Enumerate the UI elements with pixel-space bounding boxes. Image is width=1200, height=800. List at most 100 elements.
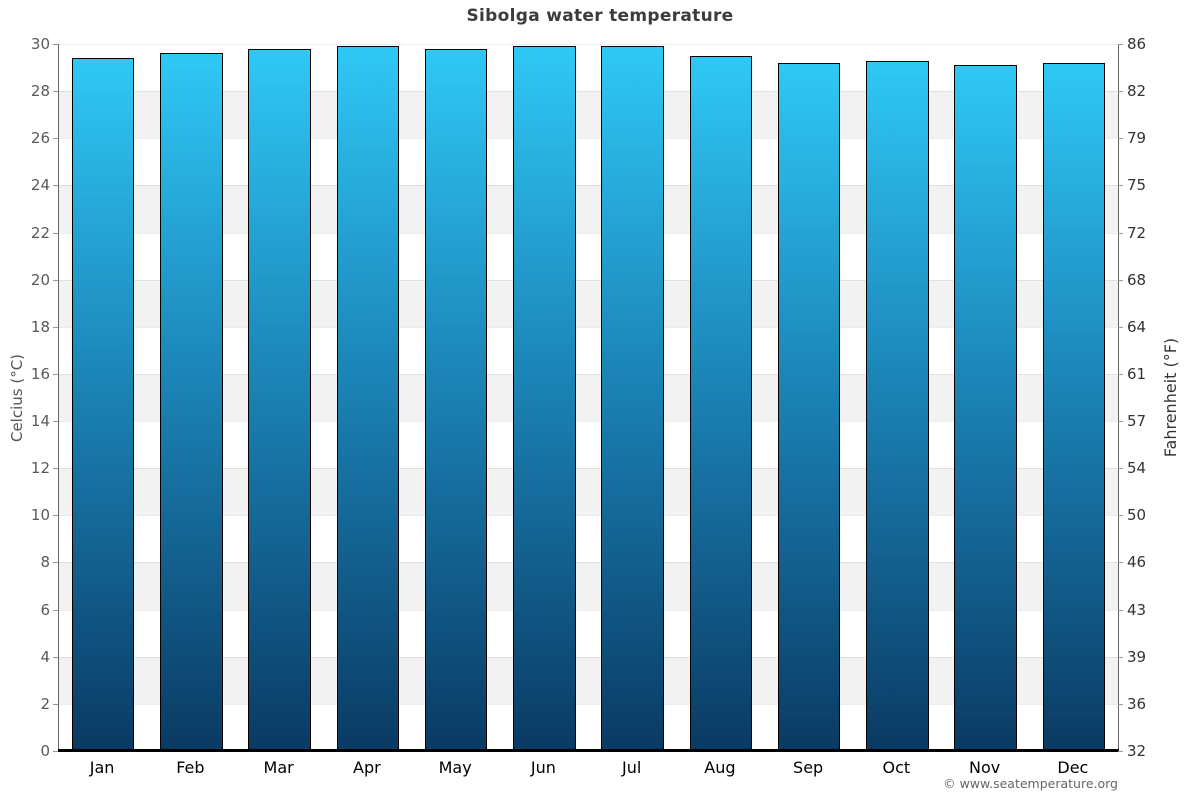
x-axis-month-labels: Jan Feb Mar Apr May Jun Jul Aug Sep Oct Nov Dec xyxy=(58,758,1117,777)
tick-mark xyxy=(1118,468,1123,470)
bar-slot-dec xyxy=(1030,44,1118,751)
background-band xyxy=(59,468,1118,516)
tick-mark xyxy=(53,326,58,328)
tick-mark xyxy=(53,515,58,517)
month-label-oct: Oct xyxy=(882,758,911,777)
gridline xyxy=(59,91,1118,93)
tick-mark xyxy=(1118,326,1123,328)
tick-mark xyxy=(53,373,58,375)
ytick-left-8: 8 xyxy=(40,553,50,572)
month-label-aug: Aug xyxy=(704,758,736,777)
tick-mark xyxy=(1118,751,1123,752)
month-label-dec: Dec xyxy=(1057,758,1089,777)
ytick-left-16: 16 xyxy=(30,364,50,383)
gridline xyxy=(59,373,1118,375)
bar-slot-sep xyxy=(765,44,853,751)
background-band xyxy=(59,279,1118,327)
tick-mark xyxy=(1118,421,1123,423)
background-band xyxy=(59,562,1118,610)
bar-mar xyxy=(248,48,311,751)
tick-mark xyxy=(1118,279,1123,281)
gridline xyxy=(59,562,1118,564)
plot-area xyxy=(58,44,1119,752)
ytick-left-26: 26 xyxy=(30,129,50,148)
bar-oct xyxy=(866,60,929,751)
tick-mark xyxy=(1118,373,1123,375)
ytick-right-39: 39 xyxy=(1127,647,1147,666)
gridline xyxy=(59,185,1118,187)
ytick-left-24: 24 xyxy=(30,176,50,195)
background-band xyxy=(59,232,1118,280)
ytick-right-36: 36 xyxy=(1127,694,1147,713)
ytick-left-12: 12 xyxy=(30,459,50,478)
gridline xyxy=(59,609,1118,611)
tick-mark xyxy=(53,138,58,140)
background-band xyxy=(59,515,1118,563)
ytick-left-6: 6 xyxy=(40,600,50,619)
gridline xyxy=(59,703,1118,705)
chart-title: Sibolga water temperature xyxy=(466,6,734,26)
month-label-feb: Feb xyxy=(176,758,205,777)
ytick-right-43: 43 xyxy=(1127,600,1147,619)
ytick-right-79: 79 xyxy=(1127,129,1147,148)
gridline xyxy=(59,138,1118,140)
ytick-right-82: 82 xyxy=(1127,82,1147,101)
gridline xyxy=(59,421,1118,423)
copyright-text: © www.seatemperature.org xyxy=(943,776,1118,791)
bars-row xyxy=(59,44,1118,751)
bar-dec xyxy=(1042,62,1106,751)
background-band xyxy=(59,44,1118,92)
gridline xyxy=(59,515,1118,517)
ytick-right-61: 61 xyxy=(1127,364,1147,383)
gridline xyxy=(59,232,1118,234)
month-label-sep: Sep xyxy=(793,758,824,777)
bar-slot-aug xyxy=(677,44,765,751)
background-band xyxy=(59,609,1118,657)
bar-slot-jul xyxy=(589,44,677,751)
tick-mark xyxy=(53,468,58,470)
gridline xyxy=(59,279,1118,281)
tick-mark xyxy=(53,562,58,564)
ytick-left-4: 4 xyxy=(40,647,50,666)
background-band xyxy=(59,326,1118,374)
month-label-apr: Apr xyxy=(353,758,381,777)
bar-may xyxy=(424,48,488,751)
ytick-left-18: 18 xyxy=(30,317,50,336)
bar-jun xyxy=(513,46,576,751)
bar-feb xyxy=(160,53,223,751)
bar-slot-jun xyxy=(500,44,588,751)
tick-mark xyxy=(1118,656,1123,658)
month-label-mar: Mar xyxy=(263,758,294,777)
ytick-left-30: 30 xyxy=(30,35,50,53)
bar-slot-feb xyxy=(147,44,235,751)
bar-apr xyxy=(336,46,400,751)
ytick-right-72: 72 xyxy=(1127,223,1147,242)
tick-mark xyxy=(1118,609,1123,611)
tick-mark xyxy=(53,279,58,281)
bar-aug xyxy=(689,55,753,751)
gridline xyxy=(59,656,1118,658)
tick-mark xyxy=(1118,562,1123,564)
ytick-left-28: 28 xyxy=(30,82,50,101)
bar-slot-oct xyxy=(853,44,941,751)
tick-mark xyxy=(53,421,58,423)
ytick-right-57: 57 xyxy=(1127,412,1147,431)
y-axis-right-title: Fahrenheit (°F) xyxy=(1160,44,1182,751)
tick-mark xyxy=(53,656,58,658)
month-label-jan: Jan xyxy=(89,758,115,777)
tick-mark xyxy=(53,751,58,752)
bar-slot-jan xyxy=(59,44,147,751)
bar-slot-mar xyxy=(236,44,324,751)
month-label-jul: Jul xyxy=(621,758,642,777)
bar-nov xyxy=(954,65,1017,751)
ytick-right-32: 32 xyxy=(1127,742,1147,760)
tick-mark xyxy=(1118,515,1123,517)
bar-jan xyxy=(71,58,135,751)
ytick-left-14: 14 xyxy=(30,412,50,431)
gridline xyxy=(59,44,1118,45)
background-band xyxy=(59,185,1118,233)
ytick-right-50: 50 xyxy=(1127,506,1147,525)
tick-mark xyxy=(53,703,58,705)
tick-mark xyxy=(1118,91,1123,93)
